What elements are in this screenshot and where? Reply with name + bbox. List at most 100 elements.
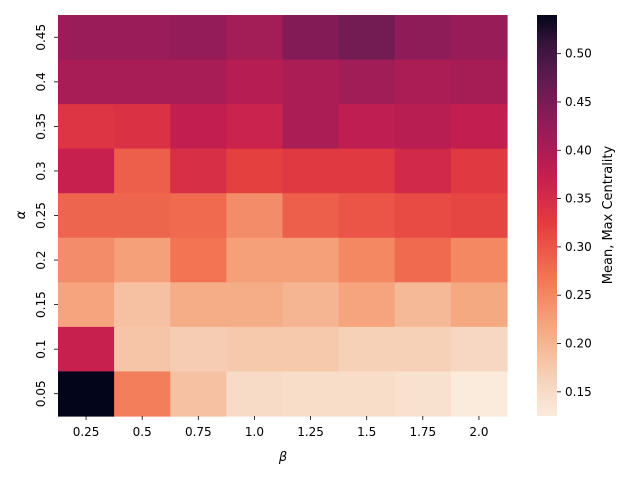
heatmap-cell bbox=[394, 371, 452, 417]
colorbar-tick-label: 0.45 bbox=[565, 95, 592, 109]
colorbar-label: Mean, Max Centrality bbox=[601, 145, 616, 284]
heatmap-cell bbox=[58, 237, 115, 283]
y-tick-label: 0.4 bbox=[34, 72, 48, 91]
heatmap-cell bbox=[338, 371, 396, 417]
x-axis-label: β bbox=[278, 450, 287, 465]
x-tick-label: 1.75 bbox=[409, 425, 436, 439]
colorbar-tick-label: 0.30 bbox=[565, 240, 592, 254]
heatmap-cell bbox=[338, 282, 396, 328]
heatmap-cell bbox=[394, 59, 452, 105]
heatmap-cell bbox=[394, 15, 452, 61]
heatmap-cell bbox=[226, 104, 284, 150]
x-tick-label: 1.5 bbox=[357, 425, 376, 439]
heatmap-cell bbox=[114, 371, 171, 417]
heatmap-cell bbox=[58, 15, 115, 61]
heatmap-cell bbox=[450, 104, 508, 150]
heatmap-cell bbox=[338, 237, 396, 283]
heatmap-cell bbox=[282, 59, 340, 105]
y-axis-label: α bbox=[14, 210, 29, 219]
y-tick-label: 0.1 bbox=[34, 340, 48, 359]
x-axis-ticks: 0.25 0.5 0.75 1.0 1.25 1.5 1.75 2.0 bbox=[73, 416, 488, 439]
heatmap-cell bbox=[114, 59, 171, 105]
heatmap-cell bbox=[58, 282, 115, 328]
colorbar-tick-label: 0.20 bbox=[565, 337, 592, 351]
heatmap-cell bbox=[450, 237, 508, 283]
heatmap-cell bbox=[170, 237, 227, 283]
heatmap-cell bbox=[170, 282, 227, 328]
heatmap-cell bbox=[170, 59, 227, 105]
colorbar-tick-label: 0.35 bbox=[565, 192, 592, 206]
heatmap-cell bbox=[394, 326, 452, 373]
heatmap-cell bbox=[226, 282, 284, 328]
heatmap-cell bbox=[338, 59, 396, 105]
heatmap-cell bbox=[226, 371, 284, 417]
heatmap-cell bbox=[170, 193, 227, 239]
heatmap-cell bbox=[170, 326, 227, 373]
heatmap-cell bbox=[450, 59, 508, 105]
y-tick-label: 0.25 bbox=[34, 202, 48, 229]
heatmap-cell bbox=[58, 193, 115, 239]
heatmap-cell bbox=[450, 282, 508, 328]
x-tick-label: 2.0 bbox=[469, 425, 488, 439]
heatmap-cell bbox=[394, 237, 452, 283]
heatmap-cell bbox=[282, 104, 340, 150]
heatmap-cell bbox=[282, 15, 340, 61]
heatmap-cell bbox=[450, 326, 508, 373]
heatmap-cell bbox=[226, 237, 284, 283]
heatmap-cell bbox=[170, 148, 227, 194]
heatmap-cell bbox=[114, 104, 171, 150]
heatmap-cell bbox=[394, 148, 452, 194]
x-tick-label: 0.5 bbox=[133, 425, 152, 439]
y-tick-label: 0.2 bbox=[34, 251, 48, 270]
heatmap-cell bbox=[114, 15, 171, 61]
colorbar-ticks: 0.15 0.20 0.25 0.30 0.35 0.40 0.45 0.50 bbox=[557, 47, 592, 399]
x-tick-label: 0.25 bbox=[73, 425, 100, 439]
y-tick-label: 0.35 bbox=[34, 113, 48, 140]
y-tick-label: 0.3 bbox=[34, 161, 48, 180]
heatmap-cell bbox=[282, 193, 340, 239]
heatmap-cell bbox=[58, 104, 115, 150]
heatmap-cell bbox=[338, 15, 396, 61]
heatmap-cell bbox=[394, 193, 452, 239]
y-tick-label: 0.15 bbox=[34, 291, 48, 318]
colorbar-tick-label: 0.15 bbox=[565, 385, 592, 399]
heatmap-cell bbox=[282, 148, 340, 194]
heatmap-cell bbox=[114, 193, 171, 239]
heatmap-cell bbox=[58, 148, 115, 194]
heatmap-cell bbox=[338, 326, 396, 373]
heatmap-cell bbox=[282, 326, 340, 373]
x-tick-label: 1.25 bbox=[297, 425, 324, 439]
colorbar-tick-label: 0.25 bbox=[565, 288, 592, 302]
heatmap-cell bbox=[338, 148, 396, 194]
heatmap-cell bbox=[226, 148, 284, 194]
heatmap-cell bbox=[114, 148, 171, 194]
heatmap-cell bbox=[282, 282, 340, 328]
heatmap-cell bbox=[58, 371, 115, 417]
heatmap-cell bbox=[394, 282, 452, 328]
heatmap-cell bbox=[114, 326, 171, 373]
heatmap-cell bbox=[282, 237, 340, 283]
heatmap-cell bbox=[58, 326, 115, 373]
y-tick-label: 0.05 bbox=[34, 380, 48, 407]
heatmap-cell bbox=[170, 371, 227, 417]
heatmap-cell bbox=[394, 104, 452, 150]
heatmap-cell bbox=[114, 237, 171, 283]
heatmap-cell bbox=[226, 193, 284, 239]
colorbar-tick-label: 0.50 bbox=[565, 47, 592, 61]
y-tick-label: 0.45 bbox=[34, 24, 48, 51]
colorbar bbox=[537, 15, 557, 416]
heatmap-cell bbox=[282, 371, 340, 417]
heatmap-cell bbox=[58, 59, 115, 105]
heatmap-cell bbox=[450, 193, 508, 239]
x-tick-label: 0.75 bbox=[185, 425, 212, 439]
heatmap-cell bbox=[450, 148, 508, 194]
heatmap-cell bbox=[170, 104, 227, 150]
heatmap-cell bbox=[226, 326, 284, 373]
heatmap-cell bbox=[338, 104, 396, 150]
heatmap-cells bbox=[58, 15, 508, 417]
y-axis-ticks: 0.45 0.4 0.35 0.3 0.25 0.2 0.15 0.1 0.05 bbox=[34, 24, 58, 407]
heatmap-cell bbox=[450, 371, 508, 417]
colorbar-tick-label: 0.40 bbox=[565, 143, 592, 157]
